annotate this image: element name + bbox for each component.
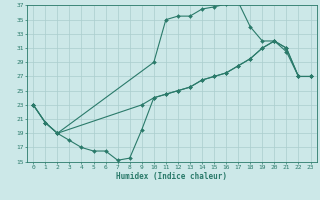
X-axis label: Humidex (Indice chaleur): Humidex (Indice chaleur) (116, 172, 228, 181)
